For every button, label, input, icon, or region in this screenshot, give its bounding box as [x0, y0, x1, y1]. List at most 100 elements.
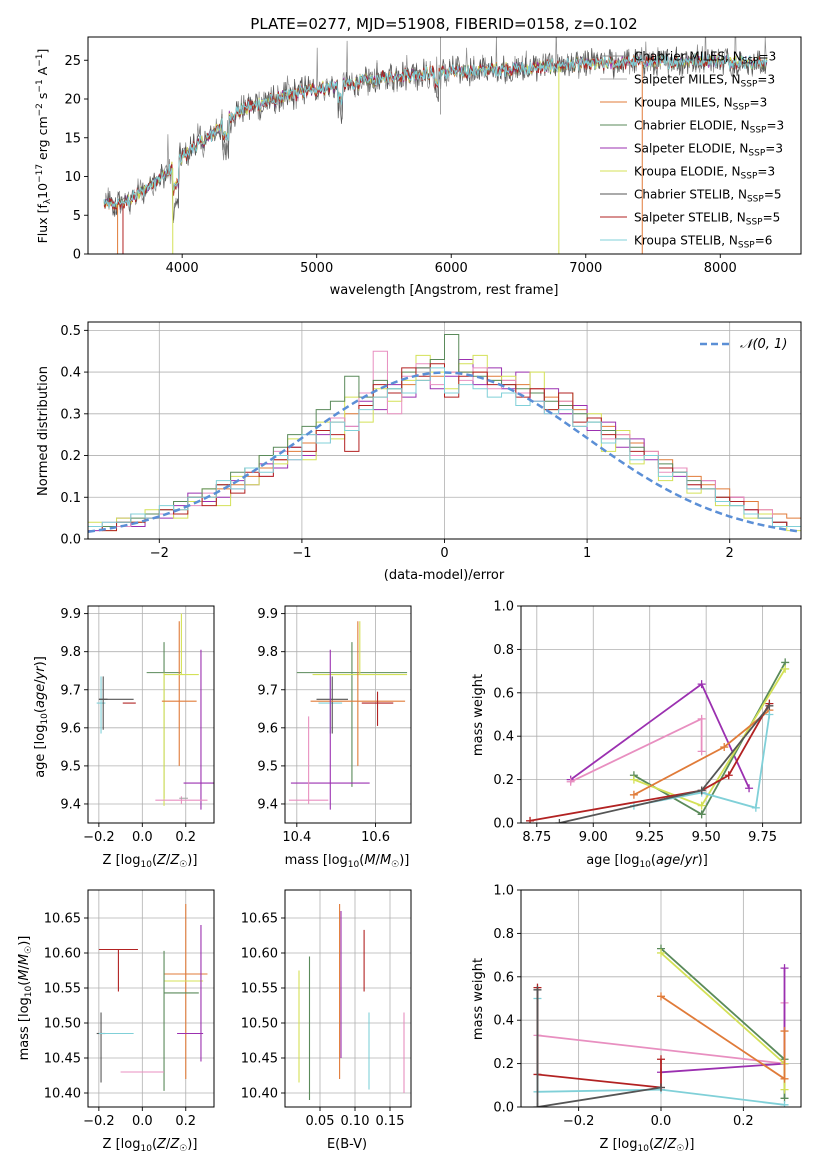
y-tick-label: 0.2: [493, 773, 514, 788]
y-tick-label: 9.4: [257, 797, 278, 812]
y-tick-label: 0.1: [60, 491, 81, 506]
axes-frame: [520, 605, 802, 824]
x-tick-label: 0.2: [175, 830, 196, 845]
plot-content: [526, 658, 790, 823]
legend-label: Kroupa MILES, NSSP=3: [634, 96, 767, 113]
legend-label-subscript: SSP: [750, 126, 767, 136]
x-tick-label: 5000: [300, 261, 333, 276]
histogram-series-step: [88, 367, 801, 539]
age-vs-mass-plot: 10.4 10.6 9.4 9.5 9.6 9.7 9.8 9.9: [257, 605, 412, 845]
y-tick-label: 10.50: [241, 1017, 278, 1032]
legend-label-subscript: SSP: [742, 57, 759, 67]
legend-label-subscript: SSP: [748, 149, 765, 159]
weight-point-marker: [780, 1027, 789, 1036]
age-mass-xlabel: mass [log10(M/M☉)]: [285, 853, 410, 870]
weight-point-marker: [780, 1074, 789, 1083]
weight-point-marker: [657, 1055, 665, 1064]
x-tick-label: 9.50: [692, 830, 721, 845]
axes-frame: [284, 889, 412, 1108]
y-tick-label: 0.2: [493, 1057, 514, 1072]
normal-curve-legend-label: 𝒩(0, 1): [740, 337, 787, 352]
mass-vs-ebv-plot: 0.05 0.10 0.15 10.40 10.45 10.50 10.55 10.60 10.…: [241, 889, 412, 1129]
y-tick-label: 10.55: [241, 982, 278, 997]
legend-label: Salpeter ELODIE, NSSP=3: [634, 142, 783, 159]
legend-label-main: Kroupa ELODIE, N: [634, 165, 741, 179]
legend-label: Chabrier ELODIE, NSSP=3: [634, 119, 784, 136]
weight-point-marker: [629, 775, 638, 784]
y-tick-label: 9.7: [257, 683, 278, 698]
y-tick-label: 0.2: [60, 449, 81, 464]
plot-content: [103, 37, 768, 254]
axes-frame: [87, 36, 802, 255]
x-tick-label: 0.10: [341, 1114, 370, 1129]
legend-label-subscript: SSP: [741, 172, 758, 182]
y-tick-label: 9.4: [60, 797, 81, 812]
legend-label: Chabrier MILES, NSSP=3: [634, 50, 776, 67]
legend-label-subscript: SSP: [746, 218, 763, 228]
plot-content: [288, 621, 408, 810]
y-tick-label: 9.5: [60, 759, 81, 774]
weight-point-marker: [780, 1085, 789, 1094]
legend-label: Salpeter STELIB, NSSP=5: [634, 211, 780, 228]
weight-point-marker: [780, 964, 789, 973]
y-tick-label: 9.9: [257, 607, 278, 622]
weight-point-marker: [526, 816, 535, 823]
y-tick-label: 10.45: [44, 1052, 81, 1067]
x-tick-label: 2: [726, 546, 734, 561]
weight-point-marker: [533, 1103, 542, 1107]
mass-z-ylabel: mass [log10(M/M☉)]: [17, 936, 34, 1061]
y-tick-label: 0.3: [60, 407, 81, 422]
legend-label-end: =5: [764, 188, 782, 202]
y-tick-label: 9.6: [257, 721, 278, 736]
x-tick-label: 0.2: [733, 1114, 754, 1129]
gridlines: [285, 890, 411, 1107]
y-tick-label: 9.8: [257, 645, 278, 660]
gridlines: [285, 606, 411, 823]
x-tick-label: 9.25: [635, 830, 664, 845]
x-tick-label: 6000: [435, 261, 468, 276]
plot-content: [88, 334, 801, 539]
weight-point-marker: [657, 992, 665, 1001]
y-tick-label: 1.0: [493, 884, 514, 899]
legend-label-subscript: SSP: [741, 80, 758, 90]
legend-label-end: =5: [763, 211, 781, 225]
legend-label-end: =3: [766, 119, 784, 133]
weight-vs-age-plot: 8.75 9.00 9.25 9.50 9.75 0.0 0.2 0.4 0.6 0.8 1.0: [493, 600, 802, 845]
legend-label-end: =3: [757, 165, 775, 179]
legend-label-end: =6: [755, 234, 773, 248]
weight-point-marker: [657, 1083, 665, 1092]
spectrum-plot: 4000 5000 6000 7000 8000 0 5 10 15 20 25: [64, 36, 802, 276]
y-tick-label: 1.0: [493, 600, 514, 615]
weight-age-xlabel: age [log10(age/yr)]: [586, 853, 708, 870]
x-tick-label: 10.6: [361, 830, 390, 845]
legend-label-main: Salpeter STELIB, N: [634, 211, 746, 225]
x-tick-label: 8.75: [522, 830, 551, 845]
plot-content: [96, 613, 214, 810]
x-tick-label: 4000: [166, 261, 199, 276]
spectrum-series-line: [103, 46, 768, 221]
y-tick-label: 0.6: [493, 970, 514, 985]
mass-vs-z-plot: −0.2 0.0 0.2 10.40 10.45 10.50 10.55 10.60 10.65: [44, 889, 215, 1129]
x-tick-label: 9.00: [579, 830, 608, 845]
legend-label-end: =3: [765, 142, 783, 156]
weight-point-marker: [697, 714, 706, 723]
x-tick-label: −2: [150, 546, 169, 561]
y-tick-label: 0.4: [60, 366, 81, 381]
legend-label-end: =3: [750, 96, 768, 110]
y-tick-label: 9.9: [60, 607, 81, 622]
x-tick-label: −0.2: [83, 830, 115, 845]
age-z-ylabel: age [log10(age/yr)]: [33, 656, 50, 778]
x-tick-label: 0.0: [132, 830, 153, 845]
weight-series-line: [529, 703, 771, 822]
y-tick-label: 10.40: [241, 1087, 278, 1102]
x-tick-label: 10.4: [282, 830, 311, 845]
legend-label: Chabrier STELIB, NSSP=5: [634, 188, 782, 205]
normal-curve: [88, 371, 801, 533]
x-tick-label: −1: [292, 546, 311, 561]
y-tick-label: 10.55: [44, 982, 81, 997]
y-tick-label: 15: [64, 131, 81, 146]
age-vs-z-plot: −0.2 0.0 0.2 9.4 9.5 9.6 9.7 9.8 9.9: [60, 605, 215, 845]
histogram-legend: 𝒩(0, 1): [700, 337, 787, 352]
